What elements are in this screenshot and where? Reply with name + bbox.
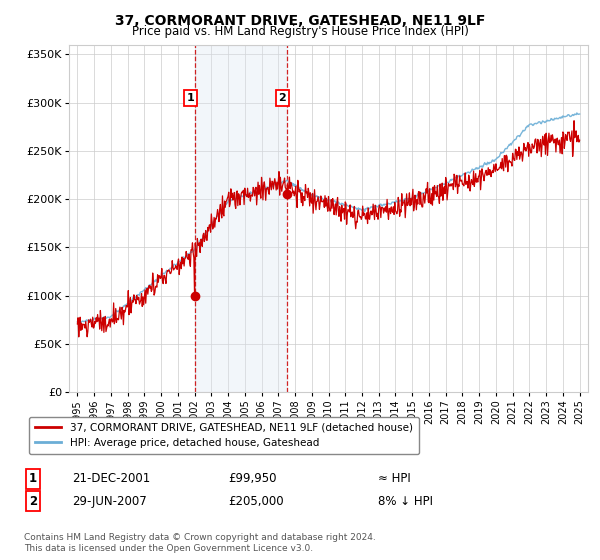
Text: Price paid vs. HM Land Registry's House Price Index (HPI): Price paid vs. HM Land Registry's House … [131, 25, 469, 38]
Text: 2: 2 [29, 494, 37, 508]
Text: ≈ HPI: ≈ HPI [378, 472, 411, 486]
Text: 29-JUN-2007: 29-JUN-2007 [72, 494, 147, 508]
Bar [194, 45, 287, 392]
Text: 8% ↓ HPI: 8% ↓ HPI [378, 494, 433, 508]
Text: 21-DEC-2001: 21-DEC-2001 [72, 472, 150, 486]
Legend: 37, CORMORANT DRIVE, GATESHEAD, NE11 9LF (detached house), HPI: Average price, d: 37, CORMORANT DRIVE, GATESHEAD, NE11 9LF… [29, 417, 419, 454]
Text: £205,000: £205,000 [228, 494, 284, 508]
Text: £99,950: £99,950 [228, 472, 277, 486]
Text: 1: 1 [29, 472, 37, 486]
Text: 2: 2 [278, 93, 286, 103]
Text: 37, CORMORANT DRIVE, GATESHEAD, NE11 9LF: 37, CORMORANT DRIVE, GATESHEAD, NE11 9LF [115, 14, 485, 28]
Text: Contains HM Land Registry data © Crown copyright and database right 2024.
This d: Contains HM Land Registry data © Crown c… [24, 533, 376, 553]
Text: 1: 1 [187, 93, 194, 103]
